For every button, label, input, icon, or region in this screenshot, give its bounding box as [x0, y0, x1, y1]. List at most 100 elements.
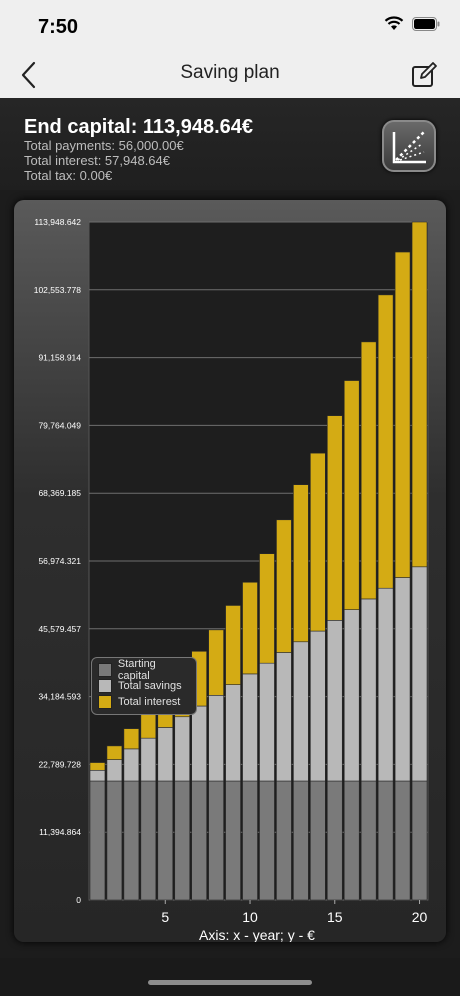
- bar-total-interest: [293, 484, 309, 643]
- bar-starting-capital: [377, 780, 394, 901]
- bar-starting-capital: [411, 780, 428, 901]
- bar-total-interest: [106, 745, 123, 760]
- y-tick-label: 56,974.321: [38, 556, 81, 566]
- bar-starting-capital: [360, 780, 377, 901]
- bar-total-savings: [89, 769, 106, 782]
- y-tick-label: 79,764.049: [38, 420, 81, 430]
- bar-total-interest: [310, 452, 326, 632]
- status-icons: [384, 16, 440, 31]
- y-tick-label: 68,369.185: [38, 488, 81, 498]
- x-tick-label: 15: [327, 909, 343, 925]
- bar-starting-capital: [293, 780, 309, 901]
- y-tick-label: 0: [76, 895, 81, 905]
- chart-type-button[interactable]: [382, 120, 436, 172]
- bar-total-interest: [411, 221, 428, 568]
- y-tick-label: 22,789.728: [38, 759, 81, 769]
- edit-button[interactable]: [410, 61, 438, 89]
- bar-starting-capital: [276, 780, 292, 901]
- bar-starting-capital: [123, 780, 140, 901]
- bar-total-interest: [343, 380, 360, 610]
- legend-label-total-savings: Total savings: [118, 680, 182, 692]
- bar-starting-capital: [326, 780, 343, 901]
- legend-swatch-total-savings: [98, 679, 112, 693]
- bar-starting-capital: [259, 780, 275, 901]
- x-tick-label: 5: [161, 909, 169, 925]
- compose-icon: [412, 62, 437, 87]
- bar-starting-capital: [140, 780, 157, 901]
- bar-total-savings: [225, 684, 241, 782]
- bar-starting-capital: [191, 780, 207, 901]
- chart-legend: Starting capital Total savings Total int…: [91, 657, 197, 715]
- bar-total-savings: [293, 641, 309, 782]
- chevron-left-icon: [21, 61, 36, 89]
- bar-total-savings: [394, 577, 411, 782]
- y-tick-label: 91,158.914: [38, 353, 81, 363]
- bar-total-savings: [208, 695, 224, 782]
- y-tick-label: 113,948.642: [34, 217, 81, 227]
- bar-starting-capital: [343, 780, 360, 901]
- y-tick-label: 34,184.593: [38, 692, 81, 702]
- legend-swatch-total-interest: [98, 695, 112, 709]
- bar-total-interest: [225, 605, 241, 685]
- bar-starting-capital: [174, 780, 190, 901]
- navigation-bar: Saving plan: [0, 52, 460, 99]
- bar-starting-capital: [89, 780, 106, 901]
- bar-total-interest: [123, 728, 140, 750]
- bar-total-interest: [208, 629, 224, 696]
- summary-panel: End capital: 113,948.64€ Total payments:…: [0, 98, 460, 190]
- legend-swatch-starting-capital: [98, 663, 112, 677]
- battery-icon: [412, 16, 440, 31]
- bar-starting-capital: [394, 780, 411, 901]
- home-indicator[interactable]: [148, 980, 312, 985]
- legend-starting-capital: Starting capital: [98, 658, 190, 682]
- bar-total-interest: [326, 415, 343, 621]
- line-chart-icon: [392, 131, 426, 164]
- y-tick-label: 45,579.457: [38, 624, 81, 634]
- back-button[interactable]: [16, 58, 44, 92]
- bar-total-savings: [140, 737, 157, 782]
- chart-panel: 0 11,394.864 22,789.728 34,184.593 45,579.45…: [14, 200, 446, 942]
- bar-total-interest: [377, 294, 394, 589]
- bar-starting-capital: [310, 780, 326, 901]
- legend-label-total-interest: Total interest: [118, 696, 181, 708]
- bar-total-savings: [326, 620, 343, 782]
- bar-total-interest: [360, 341, 377, 600]
- bottom-area: [0, 958, 460, 996]
- status-time: 7:50: [38, 16, 79, 38]
- bar-total-interest: [259, 553, 275, 664]
- bar-total-savings: [123, 748, 140, 782]
- x-axis-label: Axis: x - year; y - €: [199, 927, 315, 942]
- bar-starting-capital: [157, 780, 174, 901]
- page-title: Saving plan: [180, 62, 280, 83]
- bar-starting-capital: [242, 780, 258, 901]
- bar-total-savings: [174, 716, 190, 782]
- y-tick-label: 11,394.864: [39, 827, 81, 837]
- bar-total-savings: [242, 673, 258, 782]
- savings-chart: 0 11,394.864 22,789.728 34,184.593 45,579.45…: [34, 217, 429, 942]
- bar-total-interest: [89, 762, 106, 771]
- status-bar: 7:50: [0, 0, 460, 52]
- bar-total-savings: [157, 727, 174, 782]
- bar-total-savings: [191, 705, 207, 782]
- bar-total-savings: [259, 662, 275, 782]
- legend-label-starting-capital: Starting capital: [117, 658, 156, 682]
- x-tick-label: 20: [412, 909, 428, 925]
- bar-total-savings: [360, 598, 377, 782]
- legend-total-interest: Total interest: [98, 694, 190, 710]
- y-tick-label: 102,553.778: [34, 285, 82, 295]
- total-interest: Total interest: 57,948.64€: [24, 153, 170, 168]
- bar-total-interest: [276, 519, 292, 653]
- bar-total-savings: [343, 609, 360, 782]
- bar-total-savings: [106, 759, 123, 782]
- x-tick-label: 10: [242, 909, 258, 925]
- bar-starting-capital: [208, 780, 224, 901]
- bar-total-interest: [242, 581, 258, 675]
- wifi-icon: [384, 16, 404, 30]
- bar-total-savings: [411, 566, 428, 782]
- bar-starting-capital: [106, 780, 123, 901]
- total-payments: Total payments: 56,000.00€: [24, 138, 184, 153]
- bar-total-savings: [310, 630, 326, 782]
- legend-total-savings: Total savings: [98, 678, 190, 694]
- bar-total-interest: [394, 251, 411, 578]
- total-tax: Total tax: 0.00€: [24, 168, 113, 183]
